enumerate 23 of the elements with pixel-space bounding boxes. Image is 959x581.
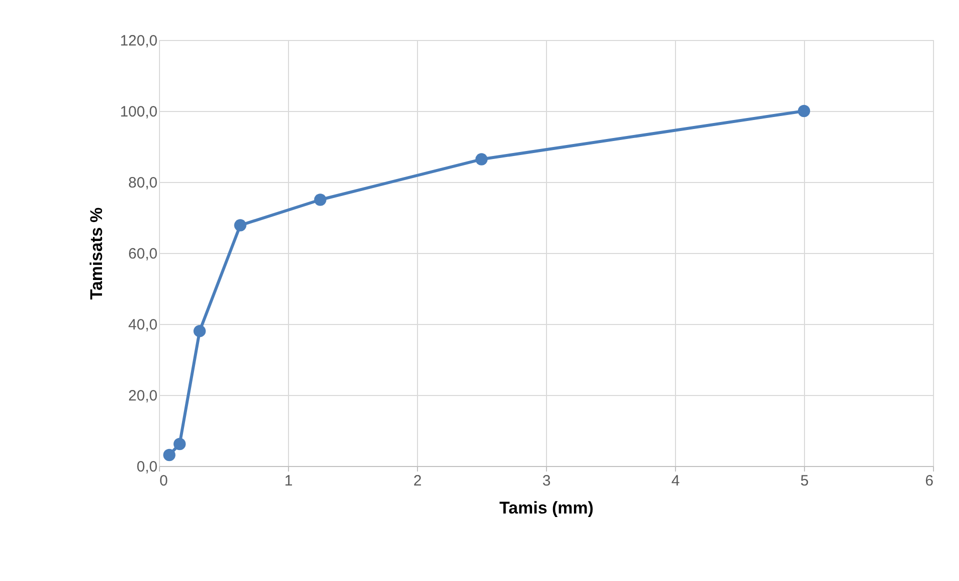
- x-tick-label: 6: [925, 472, 934, 490]
- point: [174, 438, 186, 450]
- point: [234, 219, 246, 232]
- point: [314, 194, 326, 206]
- x-tick-label: 5: [800, 472, 809, 490]
- point: [798, 104, 810, 118]
- y-tick-label: 100,0: [120, 104, 158, 120]
- y-tick-label: 0,0: [136, 458, 158, 476]
- x-tick-label: 1: [284, 472, 293, 490]
- point: [194, 324, 206, 338]
- point: [475, 153, 488, 166]
- x-tick-label: 4: [671, 472, 680, 490]
- y-tick-label: 20,0: [128, 388, 158, 404]
- point: [163, 448, 176, 462]
- y-tick-label: 60,0: [128, 246, 158, 262]
- x-tick-label: 2: [413, 472, 422, 490]
- y-tick-label: 40,0: [128, 316, 158, 334]
- y-tick-label: 120,0: [120, 32, 158, 50]
- y-axis-title: Tamisats %: [86, 207, 106, 300]
- y-tick-label: 80,0: [128, 174, 158, 192]
- x-axis-title: Tamis (mm): [499, 498, 594, 518]
- x-tick-label: 3: [542, 472, 551, 490]
- x-tick-label: 0: [160, 472, 168, 490]
